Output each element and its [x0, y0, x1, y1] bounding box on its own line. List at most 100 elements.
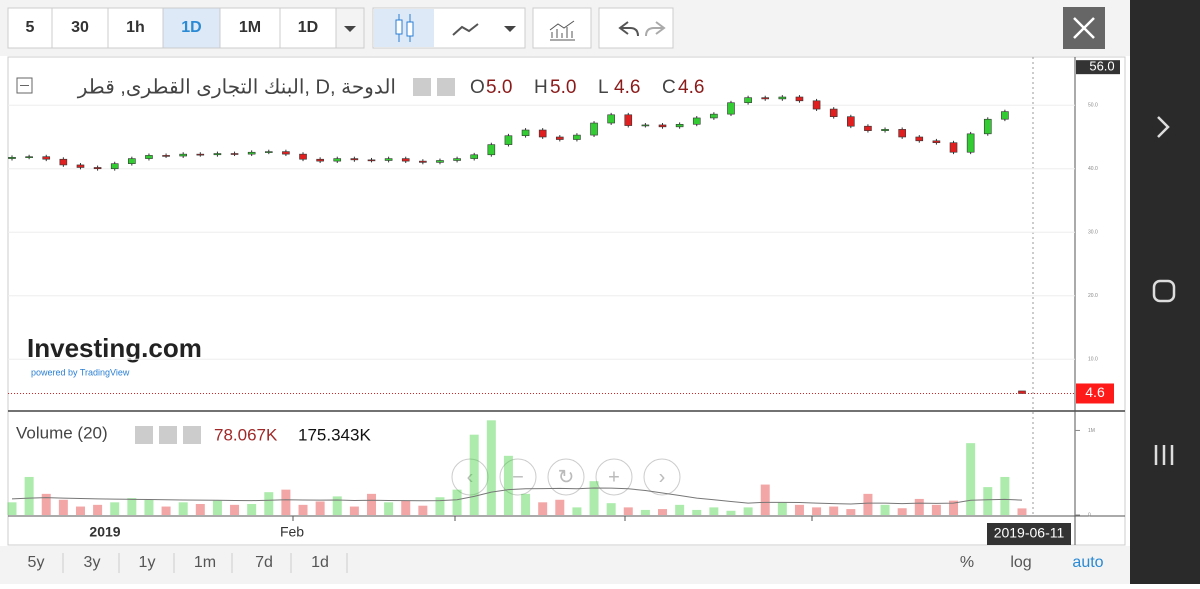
candle-body	[966, 133, 975, 153]
candle-body	[812, 100, 821, 110]
volume-bar	[195, 504, 205, 515]
volume-bar	[863, 493, 873, 515]
interval-btn[interactable]	[7, 7, 53, 49]
volume-bar	[846, 509, 856, 515]
candle-icon	[406, 21, 414, 37]
interval-label[interactable]: 1D	[181, 19, 201, 36]
candle-body	[847, 116, 855, 127]
volume-bar	[555, 499, 565, 515]
last-price-label: 4.6	[1085, 384, 1105, 400]
candle-body	[555, 136, 564, 140]
candle-body	[264, 151, 273, 153]
nav-back[interactable]	[1157, 116, 1170, 138]
candle-body	[419, 160, 427, 163]
interval-btn[interactable]	[51, 7, 109, 49]
candle-body	[795, 96, 804, 102]
remove-btn[interactable]	[183, 426, 201, 444]
interval-btn[interactable]	[162, 7, 221, 49]
ohlc-label: L	[598, 77, 609, 98]
scale-option[interactable]: %	[960, 554, 974, 571]
top-price-box	[1076, 60, 1120, 75]
symbol-title: البنك التجارى القطرى, قطر, D, الدوحة	[77, 76, 396, 98]
scroll-icon: +	[608, 466, 620, 488]
candle-icon	[395, 19, 403, 35]
volume-bar	[75, 506, 85, 515]
interval-label[interactable]: 1M	[239, 19, 261, 36]
candle-body	[983, 118, 992, 135]
volume-bar	[760, 484, 770, 515]
scroll-btn[interactable]	[547, 458, 585, 496]
range-btn[interactable]: 1m	[194, 554, 216, 571]
y-tick-label: 50.0	[1088, 103, 1098, 109]
volume-bar	[298, 504, 308, 515]
candle-body	[42, 156, 51, 160]
volume-bar	[658, 509, 668, 515]
volume-bar	[743, 507, 753, 515]
candle-body	[915, 136, 924, 142]
volume-bar	[418, 505, 428, 515]
settings-btn[interactable]	[437, 78, 455, 96]
range-btn[interactable]: 5y	[28, 554, 45, 571]
interval-label[interactable]: 1h	[126, 19, 145, 36]
nav-recent[interactable]	[1154, 445, 1174, 465]
scale-option[interactable]: auto	[1072, 554, 1103, 571]
date-box	[987, 523, 1071, 545]
volume-bar	[503, 455, 513, 515]
interval-btn[interactable]	[279, 7, 337, 49]
redo-icon[interactable]	[645, 21, 666, 37]
interval-label[interactable]: 1D	[298, 19, 318, 36]
range-btn[interactable]: 1y	[139, 554, 156, 571]
top-price-label: 56.0	[1089, 59, 1114, 74]
volume-bar	[384, 502, 394, 515]
last-price-box	[1076, 383, 1114, 404]
nav-home[interactable]	[1152, 279, 1176, 303]
range-btn[interactable]: 1d	[311, 554, 329, 571]
volume-bar	[521, 493, 531, 515]
line-icon	[452, 23, 479, 36]
volume-bar	[230, 504, 240, 515]
indicators-btn[interactable]	[532, 7, 592, 49]
footer	[0, 546, 1130, 584]
volume-ma-line	[11, 487, 1023, 505]
eye-btn[interactable]	[413, 78, 431, 96]
scroll-btn[interactable]	[451, 458, 489, 496]
scroll-btn[interactable]	[643, 458, 681, 496]
candle-body	[692, 117, 701, 125]
candle-body	[744, 97, 752, 104]
scroll-icon: ‹	[467, 466, 474, 488]
volume-bar	[623, 507, 633, 515]
candle-body	[521, 129, 530, 137]
volume-bar	[589, 481, 599, 515]
eye-btn[interactable]	[135, 426, 153, 444]
interval-btn[interactable]	[219, 7, 281, 49]
scroll-btn[interactable]	[595, 458, 633, 496]
range-btn[interactable]: 7d	[255, 554, 273, 571]
candle-body	[367, 159, 376, 162]
volume-bar	[366, 493, 376, 515]
volume-bar	[349, 506, 359, 515]
interval-btn[interactable]	[107, 7, 164, 49]
dropdown[interactable]	[504, 26, 516, 32]
candle-body	[8, 157, 16, 159]
scroll-controls: ‹ − ↻ + ›	[451, 458, 681, 496]
scroll-btn[interactable]	[499, 458, 537, 496]
settings-btn[interactable]	[159, 426, 177, 444]
candles-btn[interactable]	[374, 9, 434, 47]
volume-bar	[880, 504, 890, 515]
dropdown[interactable]	[344, 26, 356, 32]
y-tick-label: 10.0	[1088, 357, 1098, 363]
scale-option[interactable]: log	[1010, 554, 1031, 571]
candle-body	[436, 160, 444, 163]
interval-label[interactable]: 30	[71, 19, 89, 36]
volume-bar	[247, 504, 257, 515]
volume-bar	[110, 502, 120, 515]
volume-ma-value: 175.343K	[298, 425, 371, 444]
interval-label[interactable]: 5	[26, 19, 35, 36]
dropdown-btn[interactable]	[335, 7, 365, 49]
undo-icon[interactable]	[618, 21, 639, 37]
range-btn[interactable]: 3y	[84, 554, 101, 571]
ohlc-value: 4.6	[678, 77, 704, 98]
volume-bar	[812, 507, 822, 515]
volume-bar	[572, 507, 582, 515]
